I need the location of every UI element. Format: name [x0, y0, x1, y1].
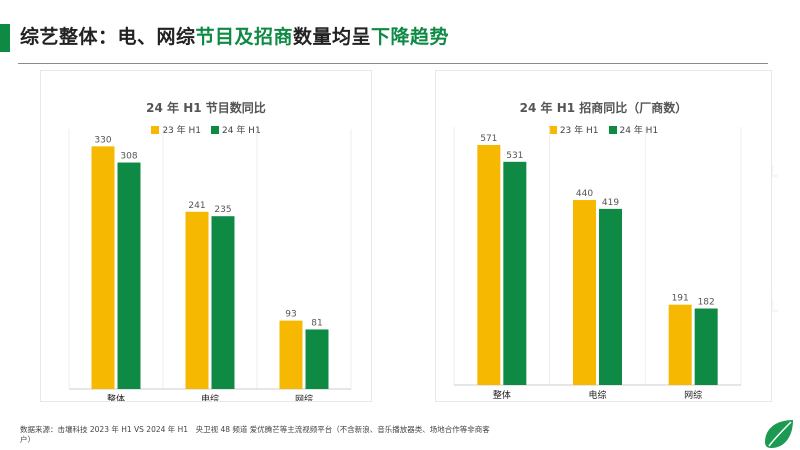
bar-chart-programs: 330 308 整体 241 235 电综 93 81 网综: [68, 129, 352, 401]
legend-swatch-yellow: [151, 125, 160, 134]
legend-swatch-yellow: [548, 125, 557, 134]
legend-item: 24 年 H1: [211, 123, 261, 136]
x-tick-label: 整体: [107, 393, 125, 401]
chart-panel-sponsors: 24 年 H1 招商同比（厂商数） 23 年 H1 24 年 H1 571 531…: [435, 70, 772, 402]
bar-chart-sponsors: 571 531 整体 440 419 电综 191 182 网综: [453, 127, 742, 401]
legend-swatch-green: [608, 125, 617, 134]
leaf-logo-icon: [765, 420, 793, 448]
data-label: 330: [94, 135, 111, 145]
data-label: 440: [576, 189, 593, 199]
bar: [91, 146, 115, 389]
chart-legend: 23 年 H1 24 年 H1: [436, 123, 771, 136]
data-label: 419: [602, 198, 619, 208]
source-footnote: 数据来源：击壤科技 2023 年 H1 VS 2024 年 H1 央卫视 48 …: [20, 425, 490, 444]
data-label: 531: [506, 151, 523, 161]
x-tick-label: 网综: [295, 393, 313, 401]
title-part4: 下降趋势: [371, 26, 450, 48]
page-title: 综艺整体：电、网综节目及招商数量均呈下降趋势: [20, 22, 449, 49]
bar: [185, 211, 209, 389]
data-label: 191: [672, 294, 689, 304]
data-label: 241: [188, 201, 205, 211]
legend-swatch-green: [211, 125, 219, 134]
data-label: 571: [480, 134, 497, 144]
title-divider: [18, 63, 768, 64]
data-label: 235: [214, 205, 231, 215]
data-label: 182: [698, 297, 715, 307]
data-label: 93: [285, 310, 296, 320]
legend-label: 24 年 H1: [222, 126, 261, 136]
bar: [573, 200, 596, 385]
bar: [477, 144, 501, 385]
legend-item: 23 年 H1: [548, 123, 599, 136]
legend-label: 23 年 H1: [162, 126, 201, 136]
x-tick-label: 电综: [588, 389, 606, 401]
data-label: 81: [311, 318, 322, 328]
title-part3: 数量均呈: [293, 26, 372, 48]
chart-title: 24 年 H1 节目数同比: [146, 101, 266, 115]
chart-legend: 23 年 H1 24 年 H1: [41, 123, 371, 136]
title-part2: 节目及招商: [195, 26, 294, 48]
x-tick-label: 电综: [201, 393, 219, 401]
chart-title: 24 年 H1 招商同比（厂商数）: [519, 101, 688, 115]
bar: [305, 329, 329, 389]
legend-label: 24 年 H1: [619, 126, 659, 136]
x-tick-label: 网综: [684, 389, 702, 401]
x-tick-label: 整体: [493, 389, 511, 401]
title-accent-bar: [0, 24, 10, 52]
data-label: 308: [120, 152, 137, 162]
bar: [599, 208, 622, 385]
bar: [668, 304, 692, 385]
bar: [279, 320, 303, 389]
bar: [211, 216, 235, 389]
bar: [503, 161, 527, 385]
legend-label: 23 年 H1: [559, 126, 599, 136]
chart-panel-programs: 24 年 H1 节目数同比 23 年 H1 24 年 H1 330 308 整体 24…: [40, 70, 372, 402]
title-part1: 综艺整体：电、网综: [20, 26, 196, 48]
bar: [694, 308, 718, 385]
bar: [117, 162, 141, 389]
legend-item: 23 年 H1: [151, 123, 201, 136]
legend-item: 24 年 H1: [608, 123, 659, 136]
